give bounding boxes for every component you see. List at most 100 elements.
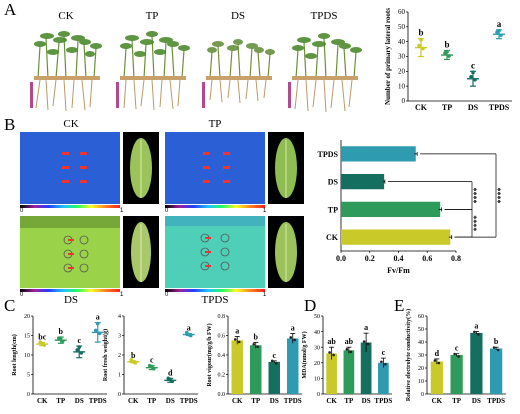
colorbar-tick-1d: 1 (263, 292, 267, 298)
D-bar (326, 353, 337, 394)
C3-bar (287, 338, 299, 394)
photo-label-ds: DS (230, 10, 246, 22)
E-ytick-label: 50 (418, 327, 424, 333)
E-point (457, 355, 460, 358)
C2-point (131, 360, 136, 364)
colorbar-tick-1c: 1 (120, 292, 124, 298)
fluor-label-tpds: TPDS (201, 294, 229, 306)
D-point (362, 340, 366, 343)
C3-sig-letter: c (272, 351, 276, 360)
C1-xtick-label: DS (75, 397, 84, 405)
E-sig-letter: a (474, 322, 478, 331)
E-sig-letter: c (455, 344, 459, 353)
A-ytick-label: 40 (398, 38, 406, 46)
C1-xtick-label: CK (37, 397, 48, 405)
D-bar (360, 342, 372, 394)
D-ytick-label: 0 (317, 392, 320, 398)
C3-point (233, 338, 237, 341)
fluor-image-tpds (165, 216, 265, 288)
D-ytick-label: 40 (314, 330, 320, 336)
C1-point (58, 336, 63, 340)
A-ytick-label: 60 (398, 8, 406, 16)
C2-point (186, 332, 191, 337)
C3-point (270, 359, 274, 363)
D-point (366, 342, 370, 346)
C2-ytick-label: 4 (118, 314, 121, 320)
D-bar (378, 362, 389, 394)
C1-ytick-label: 10 (24, 353, 30, 359)
photo-label-tp: TP (145, 10, 159, 22)
E-xtick-label: TPDS (487, 397, 505, 405)
C1-point (77, 345, 82, 349)
A-xtick-label: TPDS (489, 103, 510, 112)
A-sig-letter: c (471, 60, 475, 70)
colorbar-tick-0d: 0 (165, 292, 169, 298)
C1-sig-letter: bc (38, 333, 46, 342)
C1-sig-letter: c (77, 336, 81, 345)
C3-point (256, 345, 260, 349)
E-ytick-label: 10 (418, 379, 424, 385)
A-point (473, 77, 477, 82)
B-bar (341, 146, 416, 162)
C2-xtick-label: TP (147, 397, 157, 405)
C3-ytick-label: 0.6 (218, 334, 226, 340)
E-bar (490, 348, 503, 394)
fluor-label-tp: TP (208, 118, 222, 130)
B-xtick-label: 0.8 (451, 254, 461, 263)
C3-bar (231, 340, 243, 394)
C2-ylabel: Root fresh weight(g) (102, 329, 109, 381)
C1-ytick-label: 15 (24, 334, 30, 340)
B-xtick-label: 0.2 (365, 254, 375, 263)
D-sig-letter: a (364, 323, 368, 332)
D-sig-letter: ab (345, 337, 354, 346)
A-ylabel: Number of primary lateral roots (384, 8, 392, 105)
C3-bar (268, 361, 280, 394)
C3-sig-letter: b (254, 332, 259, 341)
C2-point (168, 377, 173, 382)
leaf-photo-ds (123, 216, 159, 288)
A-ytick-label: 20 (398, 68, 406, 76)
C1-xtick-label: TP (56, 397, 66, 405)
panel-label-a: A (4, 0, 17, 19)
fluor-image-ds (20, 216, 120, 288)
E-point (477, 333, 480, 336)
E-ylabel: Relative electrolyte conductivity(%) (405, 309, 412, 401)
B-bar (341, 173, 385, 190)
leaf-photo-ck (123, 132, 159, 204)
leaf-photo-tp (268, 132, 304, 204)
C2-xtick-label: DS (166, 397, 175, 405)
A-point (447, 54, 451, 58)
C3-xtick-label: CK (232, 397, 243, 405)
D-xtick-label: DS (362, 397, 371, 405)
colorbar-tick-0b: 0 (165, 208, 169, 214)
E-bar (430, 361, 443, 394)
E-point (433, 359, 437, 362)
B-bar (341, 229, 451, 245)
E-xtick-label: TP (452, 397, 462, 405)
E-ytick-label: 40 (418, 340, 424, 346)
C3-ytick-label: 0.8 (218, 314, 226, 320)
seedling-photo-ck: CK (26, 8, 106, 114)
A-point (471, 70, 475, 75)
E-ytick-label: 30 (418, 353, 424, 359)
C1-point (95, 321, 100, 326)
C1-point (75, 348, 80, 352)
D-xtick-label: TP (344, 397, 354, 405)
C3-ytick-label: 0.4 (218, 353, 226, 359)
E-point (492, 346, 496, 349)
E-sig-letter: d (435, 349, 440, 358)
C3-point (289, 336, 293, 339)
C3-ylabel: Root vigour(mg/g/h FW) (206, 323, 213, 386)
C2-ytick-label: 1 (118, 373, 121, 379)
A-point (497, 29, 501, 33)
B-ytick-label: TPDS (318, 150, 339, 159)
C2-ytick-label: 0 (118, 392, 121, 398)
seedling-photo-ds: DS (198, 8, 278, 114)
fluor-image-ck (20, 132, 120, 204)
D-point (349, 350, 353, 354)
B-sig-label: **** (496, 188, 505, 204)
C3-sig-letter: a (291, 324, 295, 333)
D-xtick-label: TPDS (374, 397, 392, 405)
B-ytick-label: TP (328, 205, 338, 214)
